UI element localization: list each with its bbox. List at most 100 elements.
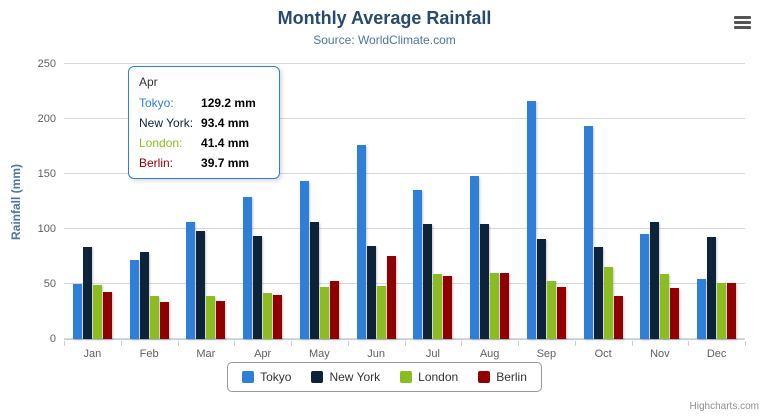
bar-tokyo-feb[interactable] xyxy=(129,260,139,339)
bar-new-york-dec[interactable] xyxy=(707,237,717,339)
category-group-oct xyxy=(575,64,632,339)
legend-label: Tokyo xyxy=(260,370,292,384)
bar-london-apr[interactable] xyxy=(263,293,273,339)
x-axis-label: Feb xyxy=(139,348,159,360)
bar-new-york-may[interactable] xyxy=(309,222,319,339)
legend-label: London xyxy=(418,370,459,384)
legend-item-tokyo[interactable]: Tokyo xyxy=(242,370,291,384)
bar-tokyo-sep[interactable] xyxy=(526,100,536,339)
gridline xyxy=(64,283,745,284)
bar-new-york-jan[interactable] xyxy=(82,247,92,339)
category-group-jul xyxy=(405,64,462,339)
legend-item-berlin[interactable]: Berlin xyxy=(478,370,527,384)
category-group-dec xyxy=(688,64,745,339)
bar-new-york-aug[interactable] xyxy=(480,224,490,339)
x-axis-label: Aug xyxy=(479,348,500,360)
bar-berlin-sep[interactable] xyxy=(556,286,566,339)
bar-tokyo-jan[interactable] xyxy=(72,284,82,339)
x-axis-label: May xyxy=(308,348,330,360)
bar-tokyo-oct[interactable] xyxy=(583,125,593,339)
chart-title: Monthly Average Rainfall xyxy=(277,8,492,28)
bar-new-york-mar[interactable] xyxy=(196,230,206,339)
bar-new-york-jun[interactable] xyxy=(366,246,376,339)
y-axis-label: 150 xyxy=(37,168,56,180)
legend-wrap: Tokyo New York London Berlin xyxy=(0,362,769,392)
bar-berlin-oct[interactable] xyxy=(613,296,623,339)
bar-london-jun[interactable] xyxy=(376,285,386,339)
bar-london-mar[interactable] xyxy=(206,295,216,339)
bar-new-york-nov[interactable] xyxy=(650,221,660,339)
axis-tick xyxy=(177,341,179,346)
bar-london-may[interactable] xyxy=(319,287,329,339)
bar-berlin-may[interactable] xyxy=(329,281,339,339)
y-axis-label: 200 xyxy=(37,113,56,125)
bar-berlin-apr[interactable] xyxy=(273,295,283,339)
legend-item-new-york[interactable]: New York xyxy=(311,370,380,384)
category-group-nov xyxy=(632,64,689,339)
bar-tokyo-mar[interactable] xyxy=(186,221,196,339)
category-group-aug xyxy=(461,64,518,339)
bar-new-york-oct[interactable] xyxy=(593,247,603,339)
x-axis-label: Jun xyxy=(367,348,385,360)
gridline xyxy=(64,63,745,64)
bar-berlin-nov[interactable] xyxy=(670,287,680,339)
bar-berlin-jul[interactable] xyxy=(443,275,453,339)
bar-tokyo-nov[interactable] xyxy=(640,233,650,339)
bar-tokyo-aug[interactable] xyxy=(470,175,480,339)
axis-tick xyxy=(120,341,122,346)
legend-symbol xyxy=(311,371,324,383)
bar-berlin-feb[interactable] xyxy=(159,302,169,339)
axis-tick xyxy=(518,341,519,346)
bar-london-jan[interactable] xyxy=(92,285,102,339)
axis-tick xyxy=(688,341,690,346)
bar-berlin-aug[interactable] xyxy=(500,272,510,339)
bar-london-feb[interactable] xyxy=(149,296,159,339)
credits-link[interactable]: Highcharts.com xyxy=(689,401,759,412)
bar-new-york-apr[interactable] xyxy=(253,236,263,339)
category-group-feb xyxy=(121,64,178,339)
y-axis-label: 250 xyxy=(37,58,56,70)
axis-tick xyxy=(574,341,576,346)
axis-tick xyxy=(631,341,633,346)
bar-berlin-jun[interactable] xyxy=(386,255,396,339)
category-group-apr xyxy=(234,64,291,339)
bar-tokyo-dec[interactable] xyxy=(697,279,707,339)
category-group-mar xyxy=(178,64,235,339)
bar-berlin-jan[interactable] xyxy=(102,292,112,339)
bar-london-aug[interactable] xyxy=(490,273,500,339)
legend-item-london[interactable]: London xyxy=(400,370,458,384)
context-menu-button[interactable] xyxy=(732,12,753,33)
bar-berlin-dec[interactable] xyxy=(727,282,737,339)
bar-london-nov[interactable] xyxy=(660,273,670,339)
bar-new-york-jul[interactable] xyxy=(423,223,433,339)
gridline xyxy=(64,228,745,229)
axis-tick xyxy=(234,341,236,346)
y-axis-title: Rainfall (mm) xyxy=(9,163,23,241)
chart-subtitle: Source: WorldClimate.com xyxy=(313,33,456,47)
hamburger-icon xyxy=(734,16,751,29)
bar-tokyo-may[interactable] xyxy=(299,180,309,339)
axis-tick xyxy=(347,341,349,346)
bar-berlin-mar[interactable] xyxy=(216,301,226,339)
legend-label: New York xyxy=(329,370,381,384)
axis-tick xyxy=(291,341,292,346)
bar-london-sep[interactable] xyxy=(546,281,556,339)
legend-symbol xyxy=(242,371,255,383)
bar-tokyo-apr[interactable] xyxy=(243,196,253,339)
bar-tokyo-jul[interactable] xyxy=(413,189,423,339)
y-axis-label: 0 xyxy=(49,333,56,345)
axis-tick xyxy=(404,341,406,346)
bar-london-jul[interactable] xyxy=(433,274,443,339)
bar-london-oct[interactable] xyxy=(603,267,613,339)
category-group-jun xyxy=(348,64,405,339)
bar-tokyo-jun[interactable] xyxy=(356,145,366,339)
x-axis-label: Jul xyxy=(425,348,440,360)
bar-new-york-feb[interactable] xyxy=(139,252,149,339)
axis-tick xyxy=(745,341,746,346)
bar-new-york-sep[interactable] xyxy=(536,238,546,339)
category-group-may xyxy=(291,64,348,339)
plot-area: 0 50 100 150 200 250 xyxy=(38,58,745,345)
bar-london-dec[interactable] xyxy=(717,282,727,339)
x-axis-label: Nov xyxy=(650,348,670,360)
